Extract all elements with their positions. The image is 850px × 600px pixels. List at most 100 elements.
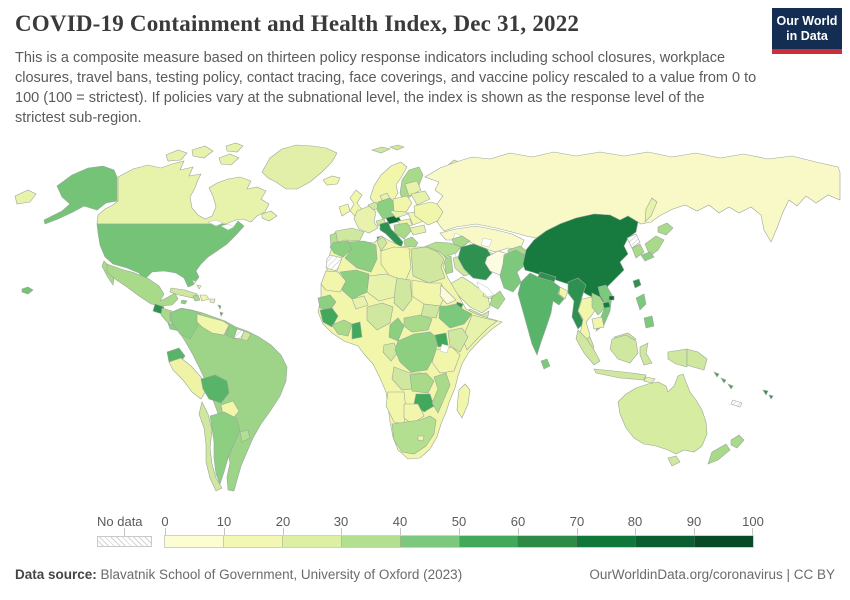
country-usa[interactable] [96, 220, 245, 288]
country-indonesia-sumatra[interactable] [575, 329, 601, 366]
country-mexico[interactable] [106, 263, 179, 307]
legend-bin-20-30[interactable] [282, 536, 342, 547]
country-colombia[interactable] [169, 308, 202, 340]
country-north-korea[interactable] [626, 233, 641, 249]
country-eritrea[interactable] [439, 284, 457, 305]
country-iceland[interactable] [322, 175, 341, 186]
country-cambodia[interactable] [591, 316, 605, 330]
country-libya[interactable] [380, 246, 412, 283]
country-chukotka-wrap[interactable] [14, 189, 37, 205]
country-greenland[interactable] [261, 144, 338, 190]
country-mali[interactable] [339, 269, 370, 300]
country-bangladesh[interactable] [558, 286, 569, 300]
country-madagascar[interactable] [456, 383, 471, 419]
legend-bin-30-40[interactable] [341, 536, 401, 547]
country-fiji[interactable] [762, 389, 774, 400]
owid-credit-link[interactable]: OurWorldinData.org/coronavirus [589, 567, 783, 582]
country-french-guiana[interactable] [240, 330, 252, 342]
country-kenya[interactable] [447, 327, 469, 353]
country-poland[interactable] [392, 195, 413, 213]
country-chad[interactable] [393, 277, 413, 312]
country-tanzania[interactable] [431, 346, 461, 374]
country-gabon-congo[interactable] [382, 342, 399, 362]
country-bolivia[interactable] [200, 374, 230, 404]
country-balkans[interactable] [393, 222, 413, 240]
country-venezuela[interactable] [196, 313, 230, 336]
legend-bin-0-10[interactable] [165, 536, 224, 547]
country-alaska[interactable] [43, 165, 118, 225]
country-south-korea[interactable] [631, 243, 645, 259]
country-nigeria[interactable] [366, 302, 394, 331]
country-jamaica[interactable] [180, 299, 188, 305]
country-tunisia[interactable] [376, 236, 388, 252]
country-hainan[interactable] [602, 301, 611, 309]
country-australia[interactable] [617, 373, 708, 455]
country-solomon-vanuatu[interactable] [713, 371, 734, 390]
country-algeria[interactable] [344, 240, 378, 273]
country-nepal[interactable] [537, 271, 557, 283]
country-egypt[interactable] [410, 246, 446, 284]
country-levant[interactable] [443, 255, 454, 275]
country-hong-kong[interactable] [608, 295, 615, 301]
legend-no-data-swatch[interactable] [97, 536, 152, 547]
country-svalbard[interactable] [371, 144, 405, 154]
owid-logo[interactable]: Our World in Data [772, 8, 842, 54]
country-uruguay[interactable] [239, 429, 251, 443]
country-ghana[interactable] [351, 321, 363, 340]
legend-bin-60-70[interactable] [518, 536, 578, 547]
legend-bin-80-90[interactable] [636, 536, 696, 547]
country-chile[interactable] [198, 401, 223, 492]
country-indonesia-papua[interactable] [667, 348, 688, 368]
country-new-caledonia[interactable] [730, 399, 743, 408]
country-central-african-republic[interactable] [403, 314, 433, 333]
country-cuba[interactable] [169, 287, 198, 299]
country-burkina-faso[interactable] [351, 295, 369, 310]
country-sakhalin[interactable] [644, 197, 658, 223]
country-south-sudan[interactable] [420, 303, 441, 319]
country-namibia[interactable] [385, 391, 407, 425]
country-iran[interactable] [457, 243, 493, 281]
country-hawaii[interactable] [21, 286, 34, 295]
country-laos[interactable] [591, 292, 607, 316]
country-sri-lanka[interactable] [540, 358, 551, 370]
country-france[interactable] [353, 205, 379, 234]
legend-bin-70-80[interactable] [577, 536, 637, 547]
country-dominican-republic[interactable] [199, 294, 210, 302]
country-italy[interactable] [379, 221, 404, 249]
country-sudan[interactable] [411, 279, 447, 307]
country-morocco[interactable] [329, 240, 353, 258]
country-new-zealand[interactable] [707, 434, 745, 465]
country-taiwan[interactable] [632, 278, 642, 289]
country-haiti[interactable] [192, 294, 201, 302]
country-newfoundland[interactable] [261, 210, 278, 222]
country-guyana[interactable] [225, 324, 238, 340]
country-belarus[interactable] [410, 190, 431, 206]
country-indonesia-borneo[interactable] [609, 334, 639, 364]
country-papua-new-guinea[interactable] [686, 348, 708, 371]
country-canada[interactable] [96, 160, 270, 225]
country-russia[interactable] [424, 151, 841, 243]
country-argentina[interactable] [209, 411, 241, 485]
country-indonesia-sulawesi[interactable] [639, 342, 653, 366]
country-south-africa[interactable] [391, 415, 437, 455]
country-cameroon[interactable] [388, 317, 405, 342]
country-peru[interactable] [168, 357, 208, 400]
country-japan-hokkaido[interactable] [657, 222, 674, 236]
legend-bin-50-60[interactable] [459, 536, 519, 547]
country-canada-arctic-islands[interactable] [165, 142, 244, 166]
country-guinea[interactable] [319, 307, 339, 328]
country-indonesia-java[interactable] [593, 368, 647, 381]
country-japan-south[interactable] [640, 251, 655, 262]
legend-bin-10-20[interactable] [223, 536, 283, 547]
country-mozambique[interactable] [431, 372, 451, 414]
country-liberia-ivory-coast[interactable] [331, 319, 353, 337]
country-puerto-rico[interactable] [209, 298, 216, 304]
country-caucasus[interactable] [451, 235, 471, 248]
country-timor[interactable] [643, 376, 656, 384]
legend-bin-40-50[interactable] [400, 536, 460, 547]
country-bahamas[interactable] [191, 279, 202, 290]
country-drc[interactable] [394, 331, 439, 373]
country-lesotho[interactable] [417, 435, 425, 442]
country-oman[interactable] [489, 290, 506, 310]
country-uganda[interactable] [434, 332, 449, 348]
